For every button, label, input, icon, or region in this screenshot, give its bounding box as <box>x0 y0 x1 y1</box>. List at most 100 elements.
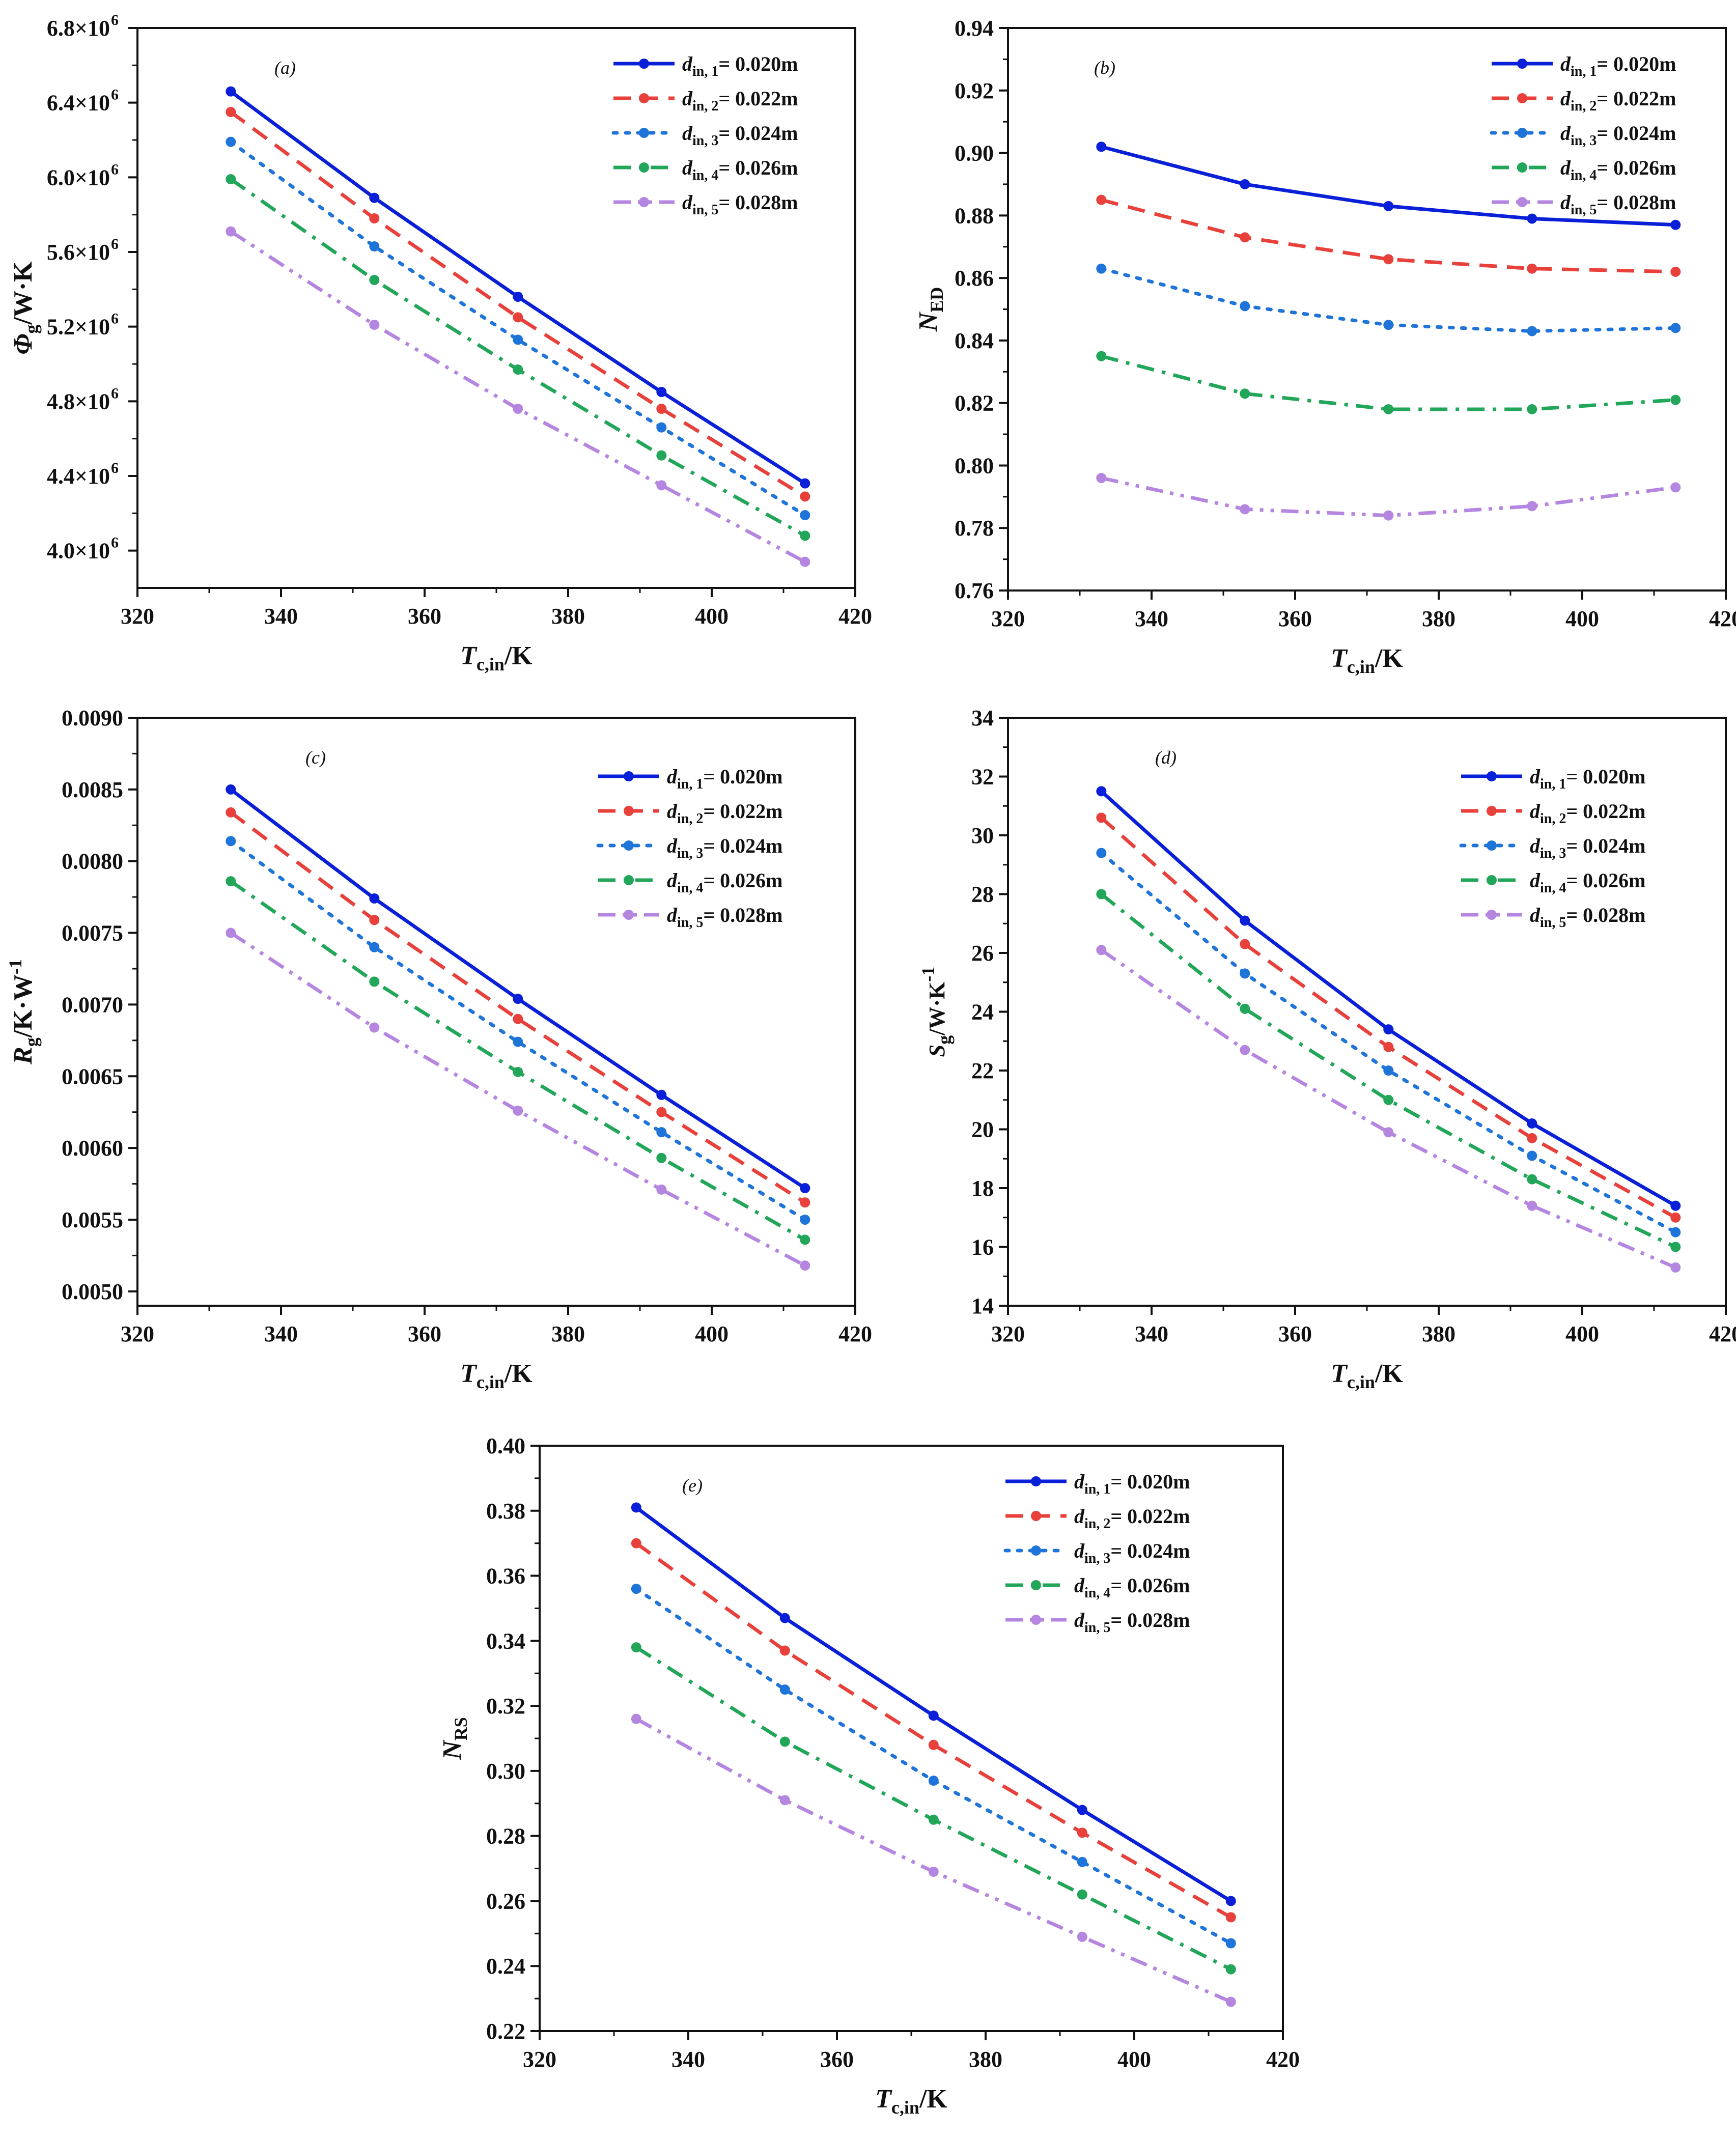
x-axis-title-base: T <box>875 2085 892 2114</box>
plot-frame <box>1007 27 1727 592</box>
y-tick-value: 0.38 <box>486 1499 525 1524</box>
data-point <box>226 86 236 97</box>
data-point <box>1527 213 1537 224</box>
y-tick-label: 0.82 <box>955 391 994 416</box>
data-point <box>1240 504 1250 515</box>
legend-entry-2: din, 2= 0.022m <box>682 87 798 114</box>
data-point <box>1670 323 1681 333</box>
x-tick-label: 340 <box>671 2047 705 2072</box>
legend-prefix: d <box>1074 1470 1085 1493</box>
data-point <box>513 1105 523 1116</box>
data-point <box>226 136 236 147</box>
legend-prefix: d <box>1560 122 1571 145</box>
y-tick-exponent: 6 <box>111 460 119 476</box>
data-point <box>656 387 667 397</box>
data-point <box>513 364 523 375</box>
data-point <box>1096 142 1107 152</box>
legend-prefix: d <box>1560 87 1571 110</box>
data-point <box>928 1866 939 1877</box>
y-tick-value: 0.78 <box>955 516 994 541</box>
y-tick-value: 0.94 <box>955 16 994 41</box>
legend-marker <box>639 93 649 103</box>
data-point <box>631 1502 641 1513</box>
legend-suffix: = 0.022m <box>1566 800 1645 823</box>
legend-entry-5: din, 5= 0.028m <box>682 191 798 218</box>
legend-suffix: = 0.020m <box>1597 52 1676 75</box>
legend-entry-4: din, 4= 0.026m <box>682 156 798 183</box>
x-axis-title-base: T <box>460 1359 478 1388</box>
x-tick-label: 360 <box>408 604 441 629</box>
x-tick-label: 400 <box>1565 1321 1599 1346</box>
y-tick-value: 34 <box>971 706 994 730</box>
legend-entry-4: din, 4= 0.026m <box>1560 156 1676 183</box>
y-tick-label: 0.80 <box>955 453 994 478</box>
data-point <box>928 1739 939 1750</box>
legend-entry-3: din, 3= 0.024m <box>1560 122 1676 149</box>
y-axis-title-base: Φ <box>9 334 38 355</box>
x-tick-label: 420 <box>1266 2047 1300 2072</box>
data-point <box>1670 1200 1681 1211</box>
x-tick-label: 320 <box>121 604 154 629</box>
data-point <box>1670 395 1681 405</box>
data-point <box>513 404 523 414</box>
y-tick-value: 5.6×10 <box>47 240 110 265</box>
data-point <box>928 1710 939 1721</box>
legend-marker <box>1031 1615 1041 1625</box>
legend-entry-2: din, 2= 0.022m <box>1560 87 1676 114</box>
legend-marker <box>624 840 634 851</box>
legend-suffix: = 0.026m <box>718 156 798 179</box>
y-axis-title-sub: g <box>934 1035 955 1045</box>
x-tick-label: 340 <box>1135 606 1168 631</box>
x-tick-label: 400 <box>695 1321 729 1346</box>
y-axis-title-tail: /K·W <box>9 974 38 1038</box>
x-tick-label: 360 <box>820 2047 854 2072</box>
legend-entry-5: din, 5= 0.028m <box>1074 1609 1190 1636</box>
legend-sub: in, 4 <box>1540 880 1566 896</box>
y-tick-value: 0.36 <box>486 1564 525 1589</box>
data-point <box>1383 1094 1394 1105</box>
y-tick-value: 4.4×10 <box>47 464 110 489</box>
legend-sub: in, 5 <box>1084 1620 1110 1636</box>
y-tick-value: 0.0060 <box>62 1136 123 1161</box>
legend-suffix: = 0.022m <box>1597 87 1676 110</box>
panel-label: (b) <box>1094 58 1115 78</box>
data-point <box>1383 1127 1394 1138</box>
y-tick-value: 6.4×10 <box>47 91 110 116</box>
y-axis-title-tail: /W·K <box>9 261 38 325</box>
y-tick-value: 0.0050 <box>62 1279 123 1304</box>
data-point <box>779 1736 790 1747</box>
data-point <box>1527 501 1537 512</box>
x-axis-title-sub: c,in <box>477 1372 505 1392</box>
y-tick-label: 4.0×10 <box>47 539 110 564</box>
x-tick-label: 340 <box>264 604 298 629</box>
legend-suffix: = 0.026m <box>703 869 782 892</box>
data-point <box>1240 301 1250 312</box>
legend-suffix: = 0.022m <box>1110 1505 1190 1528</box>
y-axis-title-base: N <box>914 311 943 332</box>
x-tick-label: 380 <box>551 604 585 629</box>
legend-prefix: d <box>667 800 678 823</box>
y-tick-label: 5.2×10 <box>47 315 110 340</box>
legend-prefix: d <box>1560 191 1571 214</box>
data-point <box>656 450 667 461</box>
y-tick-value: 0.80 <box>955 453 994 478</box>
y-tick-label: 0.24 <box>486 1954 525 1979</box>
legend-sub: in, 4 <box>692 167 718 183</box>
data-point <box>513 1036 523 1047</box>
data-point <box>1225 1896 1236 1906</box>
legend-entry-3: din, 3= 0.024m <box>667 834 782 861</box>
y-tick-label: 0.0065 <box>62 1064 123 1089</box>
y-tick-label: 0.90 <box>955 141 994 166</box>
y-tick-label: 0.0055 <box>62 1207 123 1232</box>
x-tick-label: 420 <box>838 1321 872 1346</box>
y-tick-value: 0.34 <box>486 1628 525 1653</box>
panel-label: (d) <box>1155 747 1177 768</box>
legend-marker <box>1517 93 1527 103</box>
x-axis-title: Tc,in/K <box>1331 1359 1403 1392</box>
y-tick-label: 0.38 <box>486 1499 525 1524</box>
data-point <box>928 1814 939 1825</box>
x-tick-label: 360 <box>1278 1321 1312 1346</box>
data-point <box>1670 1242 1681 1252</box>
y-tick-label: 0.36 <box>486 1564 525 1589</box>
